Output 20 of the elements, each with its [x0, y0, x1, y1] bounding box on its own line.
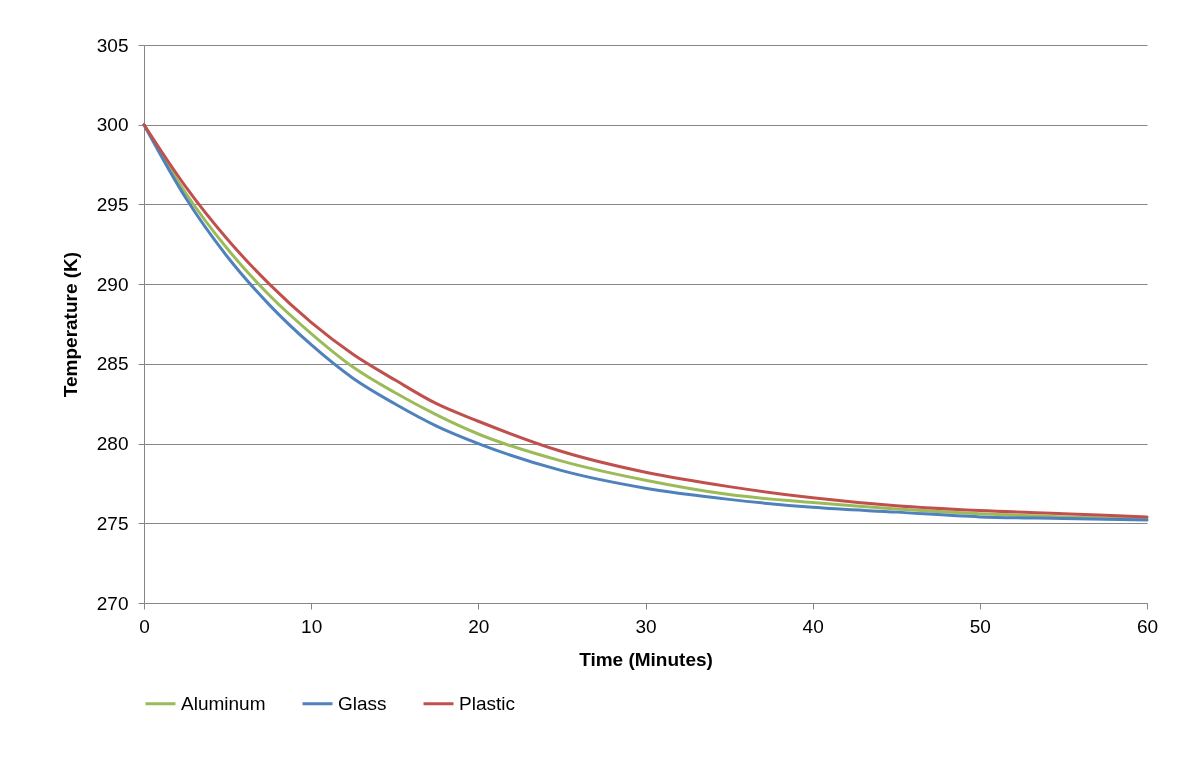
x-axis-title: Time (Minutes) [579, 648, 713, 670]
x-tick-label: 30 [635, 615, 657, 637]
y-tick-label: 270 [96, 592, 129, 614]
legend-label: Plastic [459, 692, 515, 714]
x-tick-label: 0 [139, 615, 150, 637]
legend-label: Aluminum [181, 692, 266, 714]
y-tick-label: 275 [96, 512, 129, 534]
y-tick-label: 285 [96, 353, 129, 375]
x-tick-label: 20 [468, 615, 490, 637]
y-tick-label: 295 [96, 193, 129, 215]
y-tick-label: 290 [96, 273, 129, 295]
x-tick-label: 50 [969, 615, 991, 637]
x-tick-label: 40 [802, 615, 824, 637]
y-tick-label: 300 [96, 114, 129, 136]
x-tick-label: 10 [301, 615, 323, 637]
legend-label: Glass [338, 692, 387, 714]
y-axis-title: Temperature (K) [59, 251, 81, 398]
y-tick-label: 280 [96, 433, 129, 455]
y-tick-label: 305 [96, 34, 129, 56]
x-tick-label: 60 [1136, 615, 1159, 637]
